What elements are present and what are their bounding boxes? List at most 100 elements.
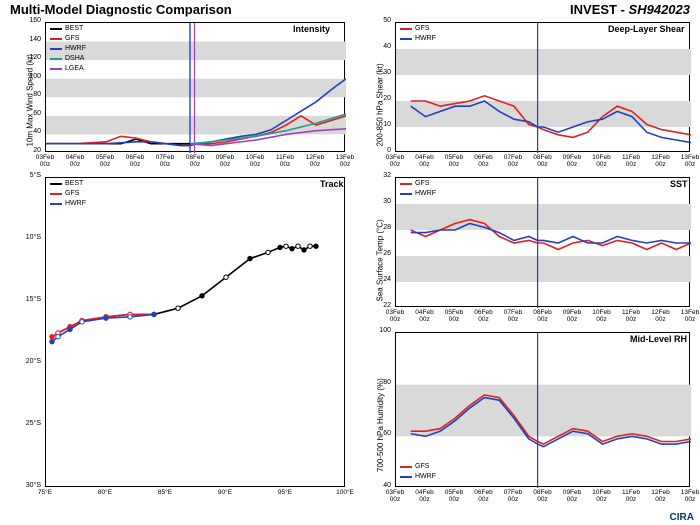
legend-item: HWRF xyxy=(50,199,86,209)
legend-item: GFS xyxy=(50,189,86,199)
legend-label: GFS xyxy=(65,189,79,199)
xtick-label: 09Feb00z xyxy=(210,154,240,168)
xtick-label: 11Feb00z xyxy=(270,154,300,168)
xtick-label: 12Feb00z xyxy=(300,154,330,168)
legend-label: BEST xyxy=(65,179,83,189)
ytick-label: 50 xyxy=(373,17,391,24)
ytick-label: 0 xyxy=(373,147,391,154)
legend-label: GFS xyxy=(415,462,429,472)
legend-label: HWRF xyxy=(415,34,436,44)
legend-label: HWRF xyxy=(415,472,436,482)
ytick-label: 100 xyxy=(23,73,41,80)
xtick-label: 08Feb00z xyxy=(528,309,558,323)
legend-label: DSHA xyxy=(65,54,84,64)
rh-subtitle: Mid-Level RH xyxy=(630,334,687,344)
cira-logo: CIRA xyxy=(670,512,694,523)
legend-item: BEST xyxy=(50,24,86,34)
track-legend: BESTGFSHWRF xyxy=(50,179,86,209)
xtick-label: 03Feb00z xyxy=(30,154,60,168)
intensity-legend: BESTGFSHWRFDSHALGEA xyxy=(50,24,86,74)
xtick-label: 10Feb00z xyxy=(587,154,617,168)
ytick-label: 40 xyxy=(23,128,41,135)
ytick-label: 80 xyxy=(373,379,391,386)
xtick-label: 11Feb00z xyxy=(616,489,646,503)
xtick-label: 13Feb00z xyxy=(675,154,700,168)
ytick-label: 80 xyxy=(23,91,41,98)
ytick-label: 120 xyxy=(23,54,41,61)
xtick-label: 08Feb00z xyxy=(528,489,558,503)
legend-item: HWRF xyxy=(400,472,436,482)
ytick-label: 100 xyxy=(373,327,391,334)
legend-swatch xyxy=(400,38,412,40)
intensity-panel xyxy=(45,22,345,152)
ytick-label: 28 xyxy=(373,224,391,231)
xtick-label: 13Feb00z xyxy=(675,489,700,503)
legend-label: BEST xyxy=(65,24,83,34)
ytick-label: 15°S xyxy=(17,296,41,303)
xtick-label: 10Feb00z xyxy=(587,309,617,323)
ytick-label: 20°S xyxy=(17,358,41,365)
legend-item: LGEA xyxy=(50,64,86,74)
legend-swatch xyxy=(400,183,412,185)
legend-label: GFS xyxy=(65,34,79,44)
xtick-label: 12Feb00z xyxy=(646,489,676,503)
legend-swatch xyxy=(400,466,412,468)
xtick-label: 13Feb00z xyxy=(330,154,360,168)
xtick-label: 05Feb00z xyxy=(439,154,469,168)
ytick-label: 60 xyxy=(373,430,391,437)
track-panel xyxy=(45,177,345,487)
ytick-label: 10 xyxy=(373,121,391,128)
ytick-label: 20 xyxy=(23,147,41,154)
ytick-label: 20 xyxy=(373,95,391,102)
xtick-label: 05Feb00z xyxy=(90,154,120,168)
xtick-label: 07Feb00z xyxy=(498,309,528,323)
legend-swatch xyxy=(50,183,62,185)
xtick-label: 11Feb00z xyxy=(616,154,646,168)
page-title-right: INVEST - SH942023 xyxy=(570,2,690,17)
xtick-label: 04Feb00z xyxy=(410,154,440,168)
ytick-label: 140 xyxy=(23,36,41,43)
legend-item: GFS xyxy=(50,34,86,44)
xtick-label: 05Feb00z xyxy=(439,489,469,503)
rh-panel xyxy=(395,332,690,487)
xtick-label: 10Feb00z xyxy=(587,489,617,503)
legend-swatch xyxy=(400,476,412,478)
xtick-label: 09Feb00z xyxy=(557,309,587,323)
legend-label: GFS xyxy=(415,24,429,34)
xtick-label: 95°E xyxy=(273,489,297,496)
ytick-label: 40 xyxy=(373,482,391,489)
legend-label: HWRF xyxy=(415,189,436,199)
legend-item: HWRF xyxy=(50,44,86,54)
track-subtitle: Track xyxy=(320,179,344,189)
legend-swatch xyxy=(400,193,412,195)
legend-item: HWRF xyxy=(400,189,436,199)
ytick-label: 25°S xyxy=(17,420,41,427)
legend-swatch xyxy=(50,193,62,195)
storm-id: SH942023 xyxy=(629,2,690,17)
legend-swatch xyxy=(400,28,412,30)
ytick-label: 32 xyxy=(373,172,391,179)
xtick-label: 03Feb00z xyxy=(380,154,410,168)
xtick-label: 10Feb00z xyxy=(240,154,270,168)
xtick-label: 08Feb00z xyxy=(180,154,210,168)
ytick-label: 22 xyxy=(373,302,391,309)
ytick-label: 30°S xyxy=(17,482,41,489)
xtick-label: 80°E xyxy=(93,489,117,496)
ytick-label: 60 xyxy=(23,110,41,117)
legend-item: GFS xyxy=(400,462,436,472)
legend-label: HWRF xyxy=(65,199,86,209)
ytick-label: 10°S xyxy=(17,234,41,241)
legend-item: BEST xyxy=(50,179,86,189)
xtick-label: 08Feb00z xyxy=(528,154,558,168)
ytick-label: 24 xyxy=(373,276,391,283)
legend-label: HWRF xyxy=(65,44,86,54)
xtick-label: 85°E xyxy=(153,489,177,496)
shear-subtitle: Deep-Layer Shear xyxy=(608,24,685,34)
legend-swatch xyxy=(50,58,62,60)
xtick-label: 04Feb00z xyxy=(410,309,440,323)
xtick-label: 07Feb00z xyxy=(498,154,528,168)
legend-swatch xyxy=(50,28,62,30)
rh-ylabel: 700-500 hPa Humidity (%) xyxy=(376,347,385,472)
legend-item: GFS xyxy=(400,179,436,189)
ytick-label: 30 xyxy=(373,69,391,76)
